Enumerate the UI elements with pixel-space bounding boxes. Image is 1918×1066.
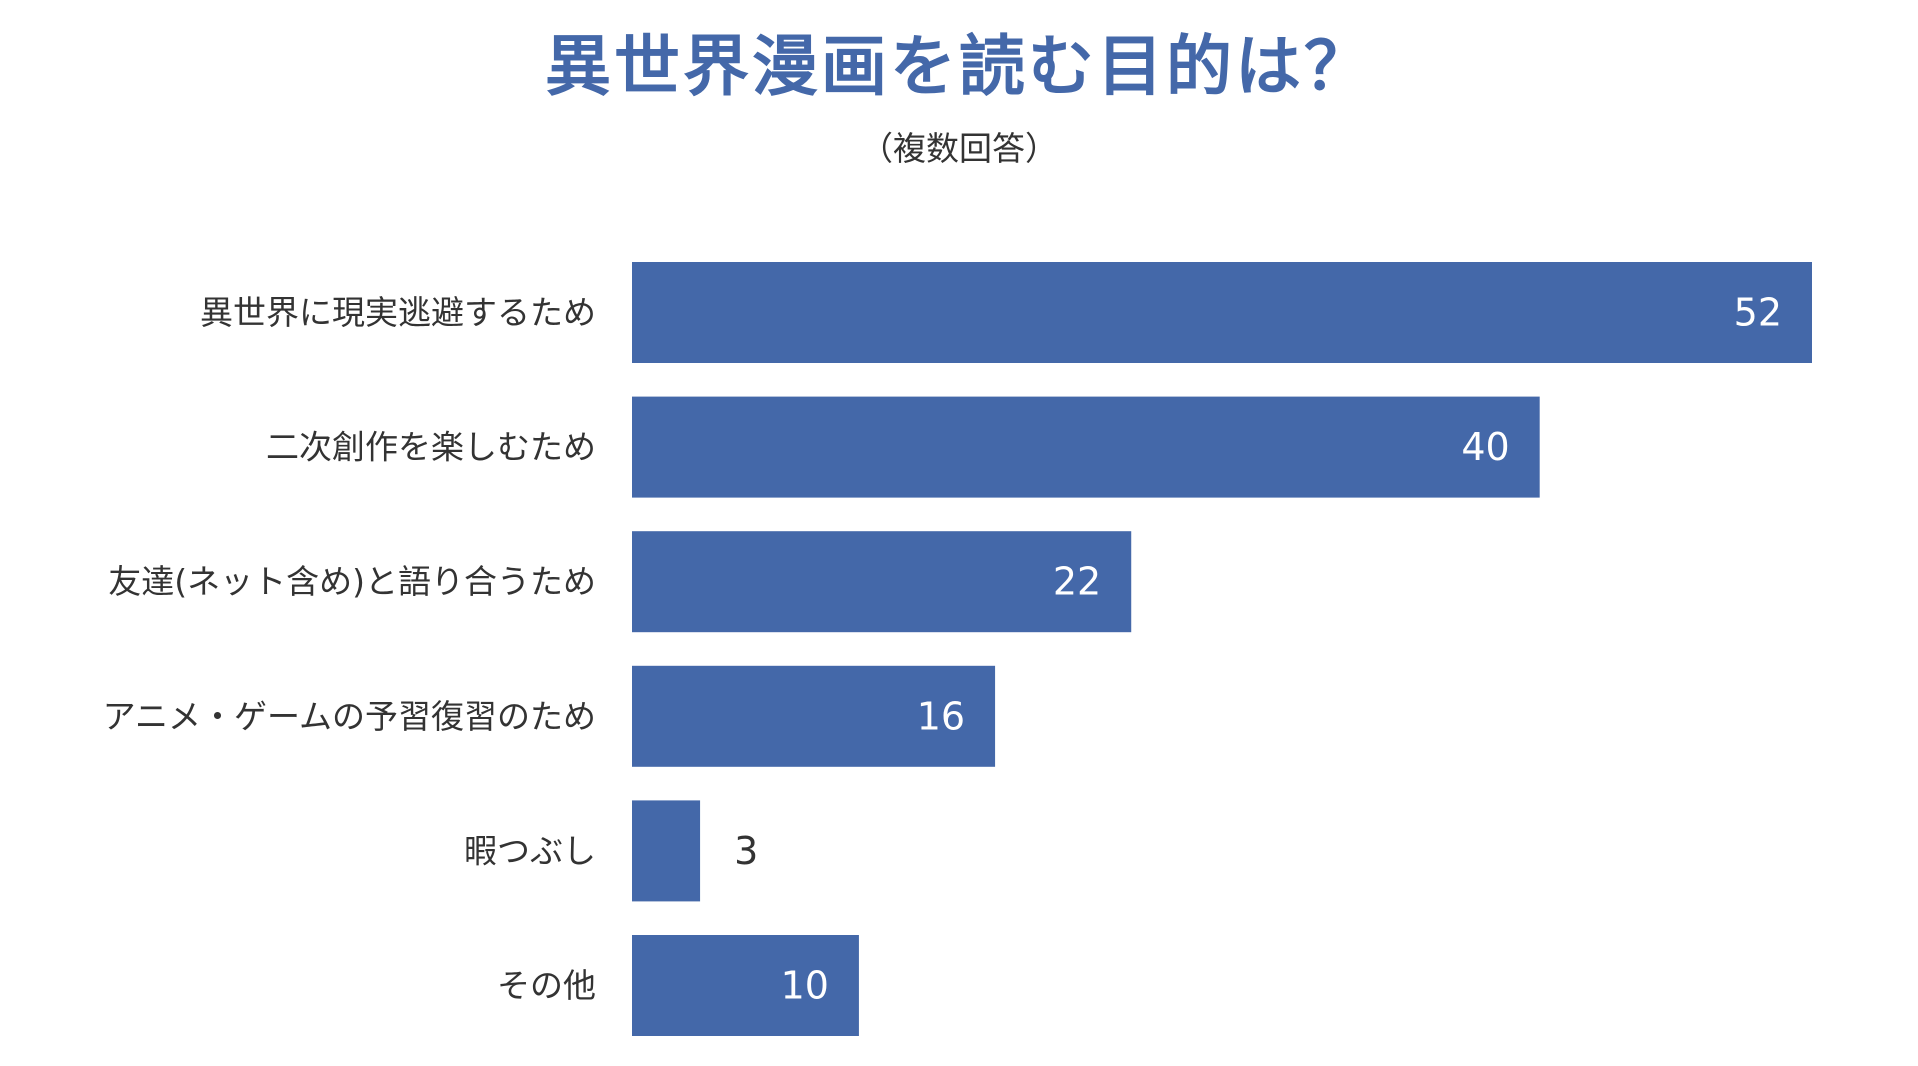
bar (632, 262, 1812, 363)
data-label: 22 (1053, 560, 1101, 604)
data-label: 3 (734, 829, 758, 873)
bar (632, 531, 1132, 633)
data-label: 52 (1734, 291, 1782, 335)
data-label: 16 (917, 694, 965, 738)
data-label: 10 (781, 964, 829, 1008)
category-label: 暇つぶし (464, 831, 596, 870)
bar (632, 800, 701, 902)
category-label: その他 (497, 966, 596, 1005)
bar (632, 935, 859, 1036)
category-label: アニメ・ゲームの予習復習のため (103, 697, 596, 736)
bar (632, 665, 996, 767)
category-label: 友達(ネット含め)と語り合うため (108, 562, 596, 601)
data-label: 40 (1461, 425, 1509, 469)
chart-title: 異世界漫画を読む目的は？ (545, 28, 1373, 105)
category-label: 異世界に現実逃避するため (200, 293, 596, 332)
category-label: 二次創作を楽しむため (266, 428, 596, 467)
bar (632, 396, 1540, 498)
chart-subtitle: （複数回答） (860, 129, 1058, 168)
